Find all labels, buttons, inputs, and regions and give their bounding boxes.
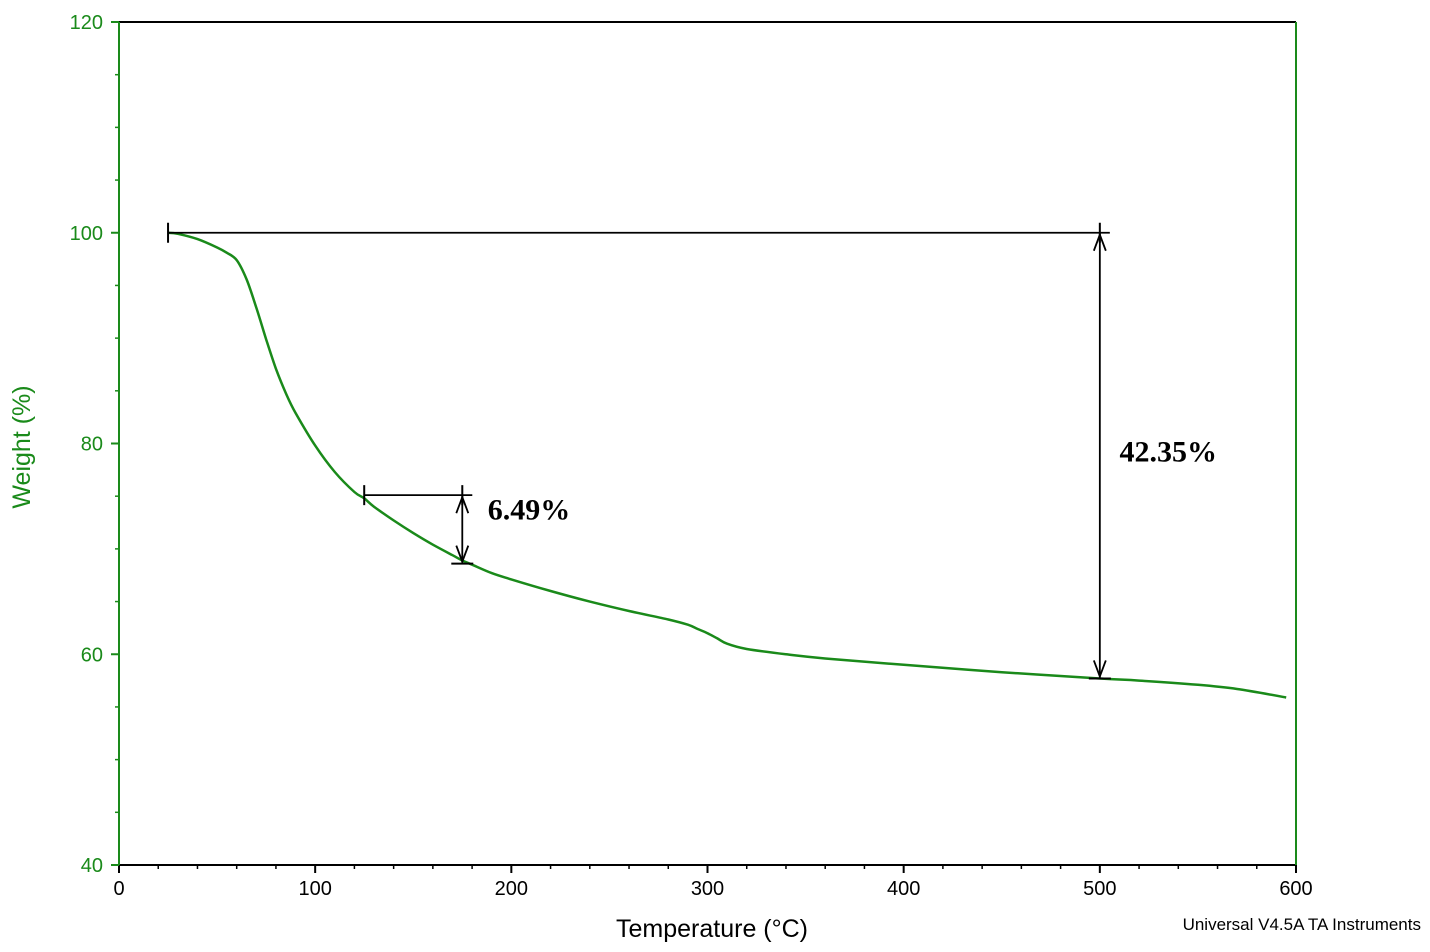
y-tick-label: 80 <box>81 434 103 456</box>
x-tick-label: 200 <box>495 878 528 900</box>
weight-loss-annotation: 42.35% <box>167 222 1217 680</box>
y-tick-label: 40 <box>81 855 103 877</box>
x-tick-label: 0 <box>113 878 124 900</box>
x-tick-label: 100 <box>298 878 331 900</box>
x-tick-label: 400 <box>887 878 920 900</box>
x-tick-label: 500 <box>1083 878 1116 900</box>
y-axis-title: Weight (%) <box>8 385 36 508</box>
annotation-layer: 6.49% 42.35% <box>167 222 1217 680</box>
axis-ticks <box>111 21 1297 873</box>
x-tick-label: 600 <box>1279 878 1312 900</box>
y-tick-label: 60 <box>81 644 103 666</box>
annotation-arrowhead-down <box>455 545 470 565</box>
y-tick-label: 100 <box>70 223 103 245</box>
y-tick-label: 120 <box>70 12 103 34</box>
annotation-label: 6.49% <box>488 493 571 526</box>
x-axis-title: Temperature (°C) <box>616 915 808 943</box>
annotation-arrowhead-up <box>455 494 470 514</box>
annotation-label: 42.35% <box>1119 435 1217 468</box>
software-footer: Universal V4.5A TA Instruments <box>1183 915 1421 934</box>
annotation-arrowhead-up <box>1092 232 1107 252</box>
x-tick-label: 300 <box>691 878 724 900</box>
tick-labels: 0 100 200 300 400 500 600 40 60 80 100 120 <box>70 12 1313 900</box>
annotation-arrowhead-down <box>1092 660 1107 680</box>
weight-loss-annotation: 6.49% <box>363 485 571 565</box>
